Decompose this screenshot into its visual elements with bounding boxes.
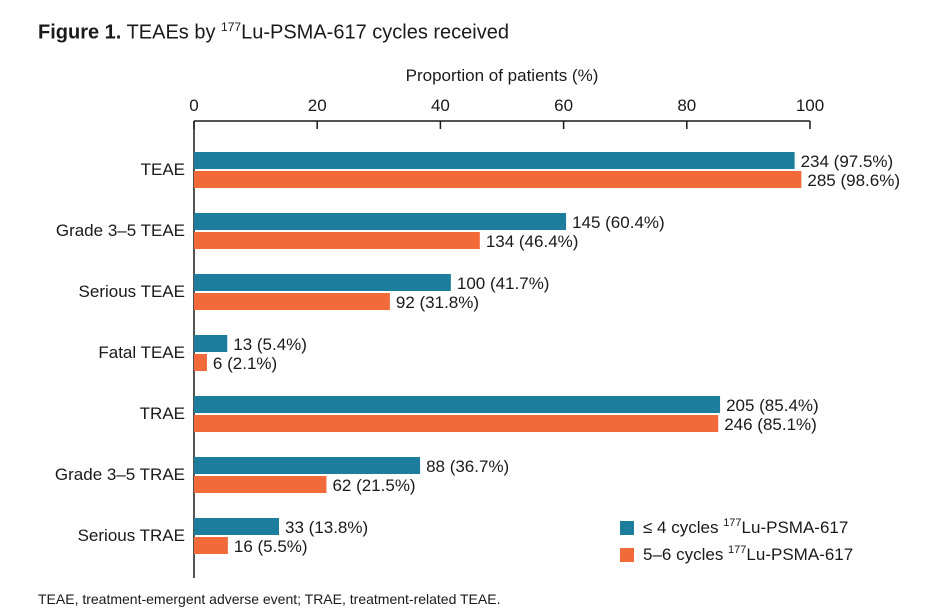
legend-label-prefix: 5–6 cycles [643,545,728,564]
bar-value-label: 234 (97.5%) [801,152,894,171]
legend-label: ≤ 4 cycles 177Lu-PSMA-617 [643,517,848,537]
bar-value-label: 285 (98.6%) [807,171,900,190]
x-tick-label: 60 [554,96,573,115]
category-label: Grade 3–5 TEAE [56,221,185,240]
bar-series2 [194,293,390,310]
bar-series1 [194,335,228,352]
legend-swatch [620,521,634,535]
bar-series1 [194,152,795,169]
bar-series1 [194,396,721,413]
bar-value-label: 33 (13.8%) [285,518,368,537]
bar-value-label: 92 (31.8%) [396,293,479,312]
figure-title-prefix: TEAEs by [126,21,222,44]
category-label: TEAE [141,160,185,179]
figure-title-superscript: 177 [221,20,242,34]
legend-label: 5–6 cycles 177Lu-PSMA-617 [643,544,853,564]
bar-series1 [194,518,280,535]
figure-title-suffix: Lu-PSMA-617 cycles received [241,21,509,44]
bar-series2 [194,415,719,432]
footnote: TEAE, treatment-emergent adverse event; … [38,591,501,607]
bar-series1 [194,213,567,230]
legend-label-suffix: Lu-PSMA-617 [742,518,849,537]
legend-label-prefix: ≤ 4 cycles [643,518,723,537]
x-tick-label: 80 [677,96,696,115]
bar-value-label: 145 (60.4%) [572,213,665,232]
x-tick-label: 40 [431,96,450,115]
bar-value-label: 13 (5.4%) [233,335,307,354]
bar-series2 [194,537,228,554]
category-label: TRAE [140,404,185,423]
legend-label-superscript: 177 [728,544,746,556]
x-tick-label: 20 [308,96,327,115]
category-label: Serious TRAE [78,526,185,545]
category-label: Serious TEAE [79,282,185,301]
legend-label-suffix: Lu-PSMA-617 [746,545,853,564]
bar-value-label: 62 (21.5%) [332,476,415,495]
bar-value-label: 100 (41.7%) [457,274,550,293]
x-tick-label: 0 [189,96,198,115]
bar-value-label: 134 (46.4%) [486,232,579,251]
bar-series2 [194,354,207,371]
bar-series2 [194,171,802,188]
bar-series1 [194,274,451,291]
category-label: Grade 3–5 TRAE [55,465,185,484]
x-axis-title: Proportion of patients (%) [406,66,599,85]
figure-label: Figure 1. [38,21,122,44]
legend-swatch [620,548,634,562]
bar-value-label: 88 (36.7%) [426,457,509,476]
bar-series1 [194,457,421,474]
category-label: Fatal TEAE [98,343,185,362]
bar-series2 [194,232,480,249]
figure-title: Figure 1. TEAEs by 177Lu-PSMA-617 cycles… [38,20,509,45]
bar-value-label: 6 (2.1%) [213,354,277,373]
bar-series2 [194,476,327,493]
bar-value-label: 246 (85.1%) [724,415,817,434]
bar-value-label: 205 (85.4%) [726,396,819,415]
bar-value-label: 16 (5.5%) [234,537,308,556]
legend-label-superscript: 177 [723,517,741,529]
x-tick-label: 100 [796,96,824,115]
